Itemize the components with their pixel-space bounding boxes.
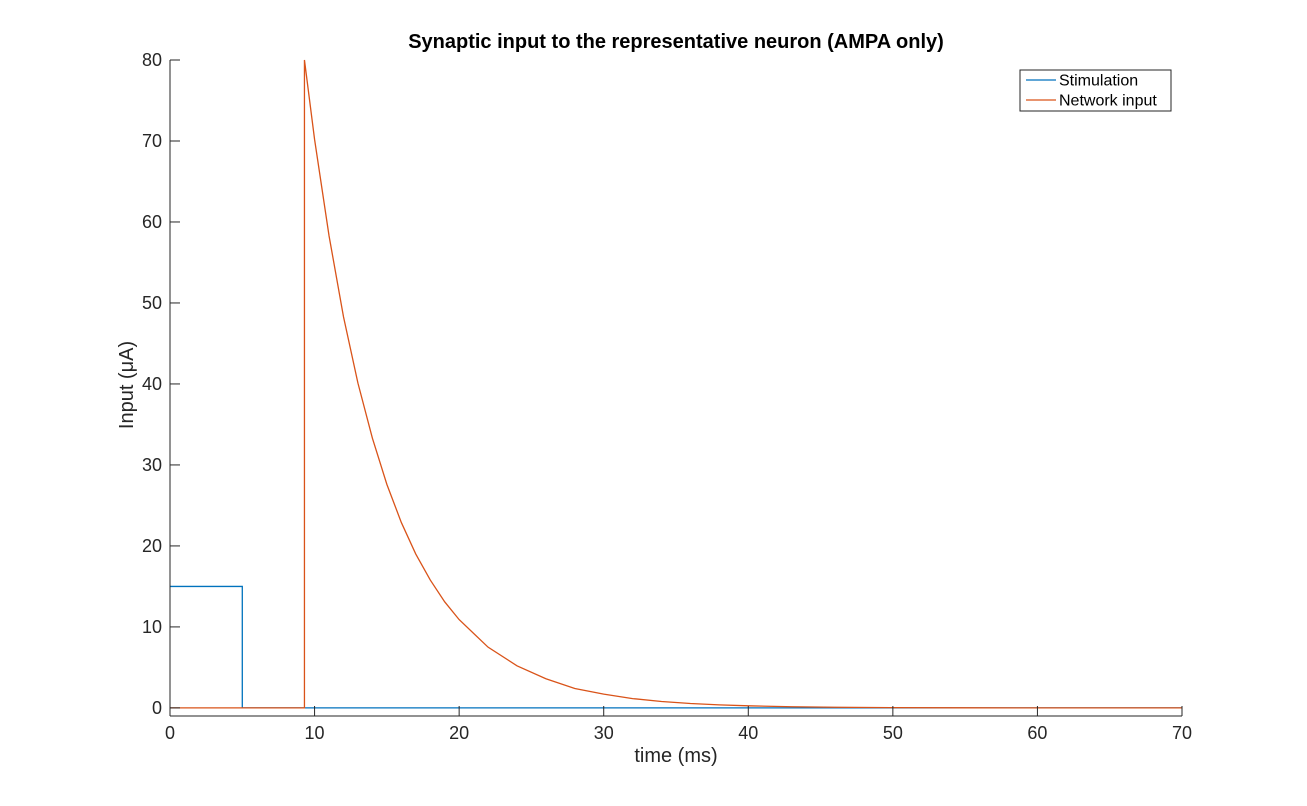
series-line-network-input xyxy=(170,59,1182,709)
x-tick-label: 20 xyxy=(449,723,469,743)
axes-layer: 0 10 20 30 40 50 60 70 0 10 20 30 40 50 60 70 80 xyxy=(142,50,1192,743)
y-tick-label: 50 xyxy=(142,293,162,313)
series-layer xyxy=(170,59,1182,709)
y-tick-label: 10 xyxy=(142,617,162,637)
y-tick-label: 60 xyxy=(142,212,162,232)
x-tick-label: 70 xyxy=(1172,723,1192,743)
y-tick-label: 40 xyxy=(142,374,162,394)
chart-title: Synaptic input to the representative neu… xyxy=(408,31,944,53)
series-line-stimulation xyxy=(170,585,1182,709)
x-tick-label: 60 xyxy=(1027,723,1047,743)
x-tick-label: 40 xyxy=(738,723,758,743)
x-tick-label: 10 xyxy=(305,723,325,743)
legend-label: Network input xyxy=(1059,93,1157,110)
x-tick-label: 0 xyxy=(165,723,175,743)
y-axis-label: Input (μA) xyxy=(116,341,138,429)
y-tick-label: 20 xyxy=(142,536,162,556)
y-tick-label: 70 xyxy=(142,131,162,151)
legend-box xyxy=(1019,69,1172,112)
legend: Stimulation Network input xyxy=(1019,69,1172,112)
x-tick-label: 50 xyxy=(883,723,903,743)
legend-label: Stimulation xyxy=(1059,73,1138,90)
y-tick-label: 80 xyxy=(142,50,162,70)
axes-background xyxy=(170,60,1182,716)
y-tick-label: 0 xyxy=(152,698,162,718)
x-tick-label: 30 xyxy=(594,723,614,743)
x-axis-label: time (ms) xyxy=(634,745,717,767)
y-tick-label: 30 xyxy=(142,455,162,475)
